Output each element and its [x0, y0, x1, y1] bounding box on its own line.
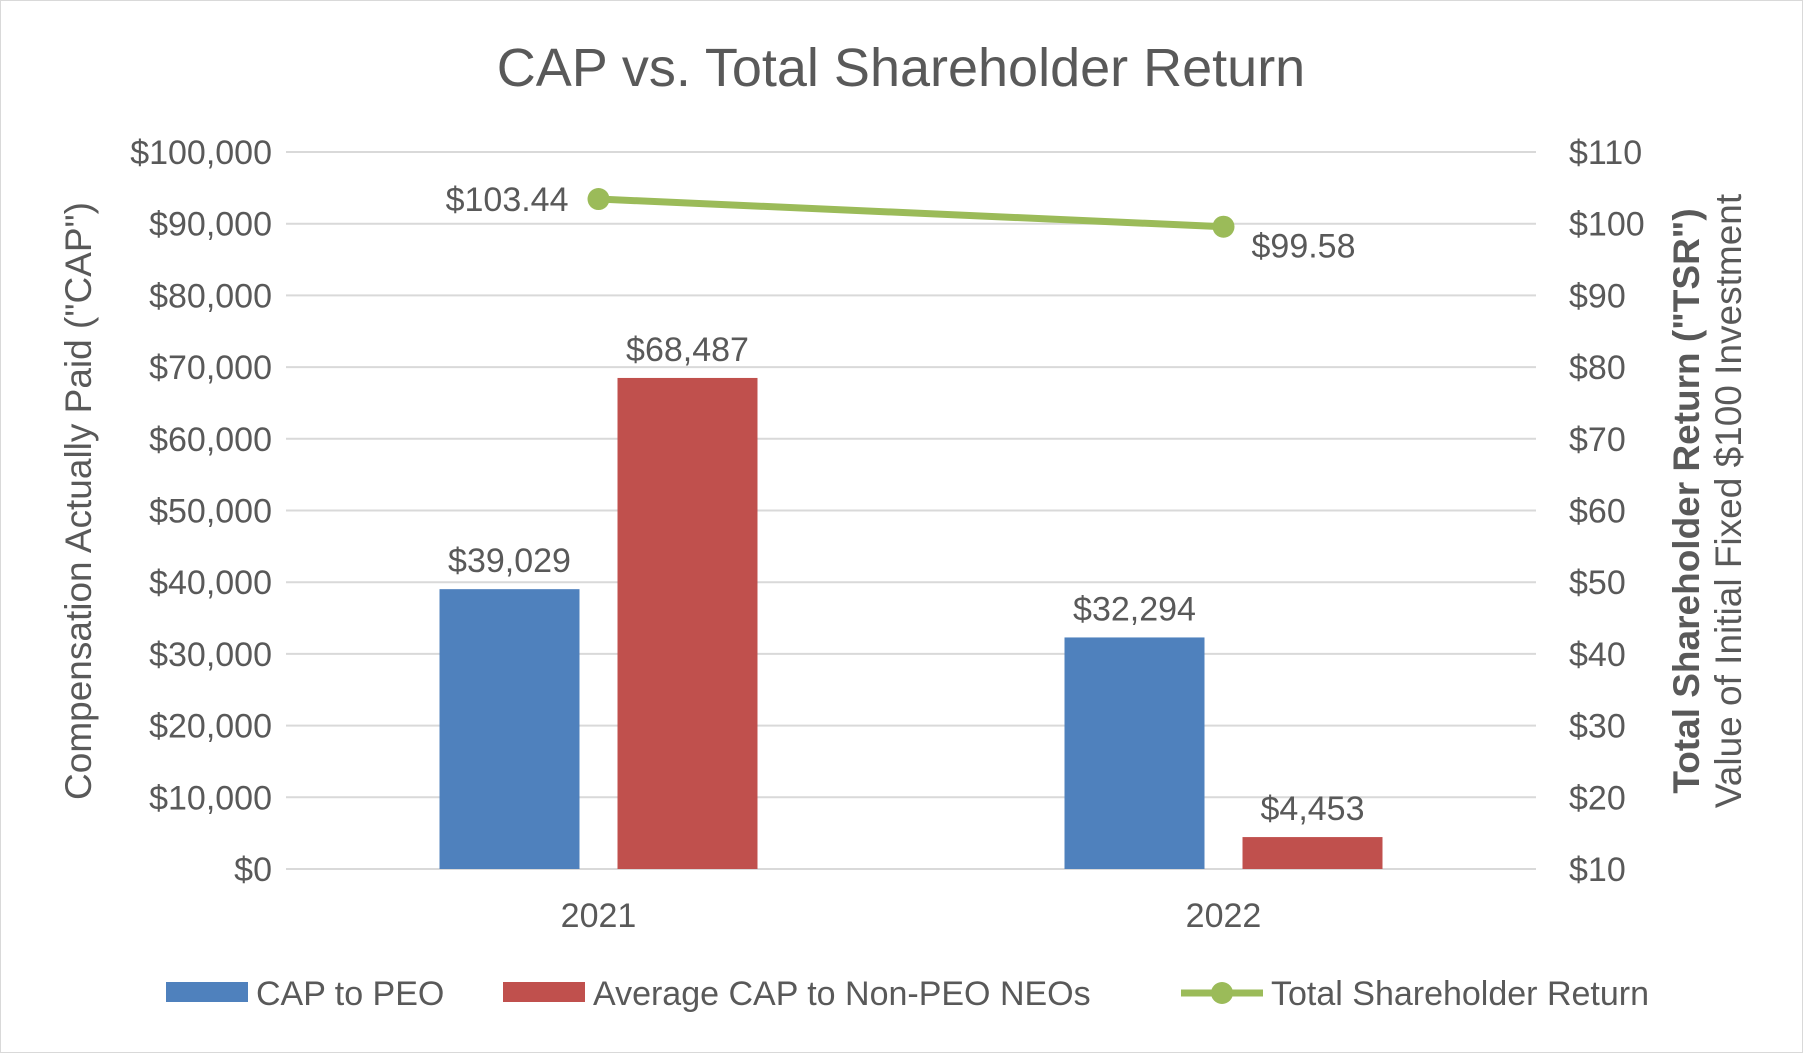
bar-data-label: $68,487 [626, 331, 749, 369]
right-tick-label: $60 [1569, 493, 1626, 531]
right-tick-label: $10 [1569, 851, 1626, 889]
right-tick-label: $110 [1569, 134, 1642, 172]
legend-label: CAP to PEO [256, 975, 444, 1013]
legend-marker [1211, 982, 1233, 1004]
left-axis-label: Compensation Actually Paid ("CAP") [58, 202, 99, 800]
bar-average-cap-to-non-peo-neos [1242, 837, 1383, 869]
tsr-line-series [587, 188, 1235, 238]
tsr-line [595, 195, 1227, 231]
bar-data-label: $32,294 [1073, 590, 1196, 628]
left-tick-label: $50,000 [149, 493, 272, 531]
left-tick-label: $30,000 [149, 636, 272, 674]
right-tick-label: $50 [1569, 564, 1626, 602]
tsr-data-label: $103.44 [446, 181, 569, 219]
bars [439, 377, 1383, 869]
left-axis-ticks: $0 $10,000 $20,000 $30,000 $40,000 $50,000 $60… [130, 134, 272, 889]
legend-label: Total Shareholder Return [1271, 975, 1649, 1013]
right-axis-label-bold: Total Shareholder Return ("TSR") [1666, 208, 1707, 793]
bar-average-cap-to-non-peo-neos [617, 377, 758, 869]
left-tick-label: $40,000 [149, 564, 272, 602]
tsr-data-label: $99.58 [1252, 228, 1356, 266]
left-tick-label: $80,000 [149, 277, 272, 315]
right-axis-label: Total Shareholder Return ("TSR") [1666, 208, 1707, 793]
bar-data-label: $39,029 [448, 542, 571, 580]
legend-label: Average CAP to Non-PEO NEOs [593, 975, 1091, 1013]
bar-data-label: $4,453 [1261, 790, 1365, 828]
tsr-point [587, 188, 610, 211]
right-tick-label: $100 [1569, 206, 1645, 244]
tsr-point [1212, 215, 1235, 238]
bar-cap-to-peo [439, 589, 580, 869]
left-tick-label: $100,000 [130, 134, 272, 172]
legend: CAP to PEO Average CAP to Non-PEO NEOs Tot… [166, 975, 1649, 1013]
left-tick-label: $0 [234, 851, 272, 889]
left-tick-label: $70,000 [149, 349, 272, 387]
right-tick-label: $30 [1569, 708, 1626, 746]
left-tick-label: $20,000 [149, 708, 272, 746]
right-tick-label: $20 [1569, 779, 1626, 817]
right-tick-label: $40 [1569, 636, 1626, 674]
category-label: 2022 [1186, 897, 1262, 935]
right-axis-ticks: $10 $20 $30 $40 $50 $60 $70 $80 $90 $100 $110 [1569, 134, 1645, 889]
right-tick-label: $80 [1569, 349, 1626, 387]
right-axis-sublabel: Value of Initial Fixed $100 Investment [1708, 193, 1749, 808]
legend-swatch [166, 982, 248, 1002]
data-labels: $39,029 $68,487 $32,294 $4,453 $103.44 $99.58 [446, 181, 1365, 828]
left-tick-label: $60,000 [149, 421, 272, 459]
left-tick-label: $90,000 [149, 206, 272, 244]
right-tick-label: $70 [1569, 421, 1626, 459]
left-tick-label: $10,000 [149, 779, 272, 817]
legend-swatch [503, 982, 585, 1002]
category-label: 2021 [561, 897, 637, 935]
right-tick-label: $90 [1569, 277, 1626, 315]
chart-title: CAP vs. Total Shareholder Return [497, 38, 1305, 98]
category-labels: 2021 2022 [561, 897, 1262, 935]
bar-cap-to-peo [1064, 637, 1205, 869]
